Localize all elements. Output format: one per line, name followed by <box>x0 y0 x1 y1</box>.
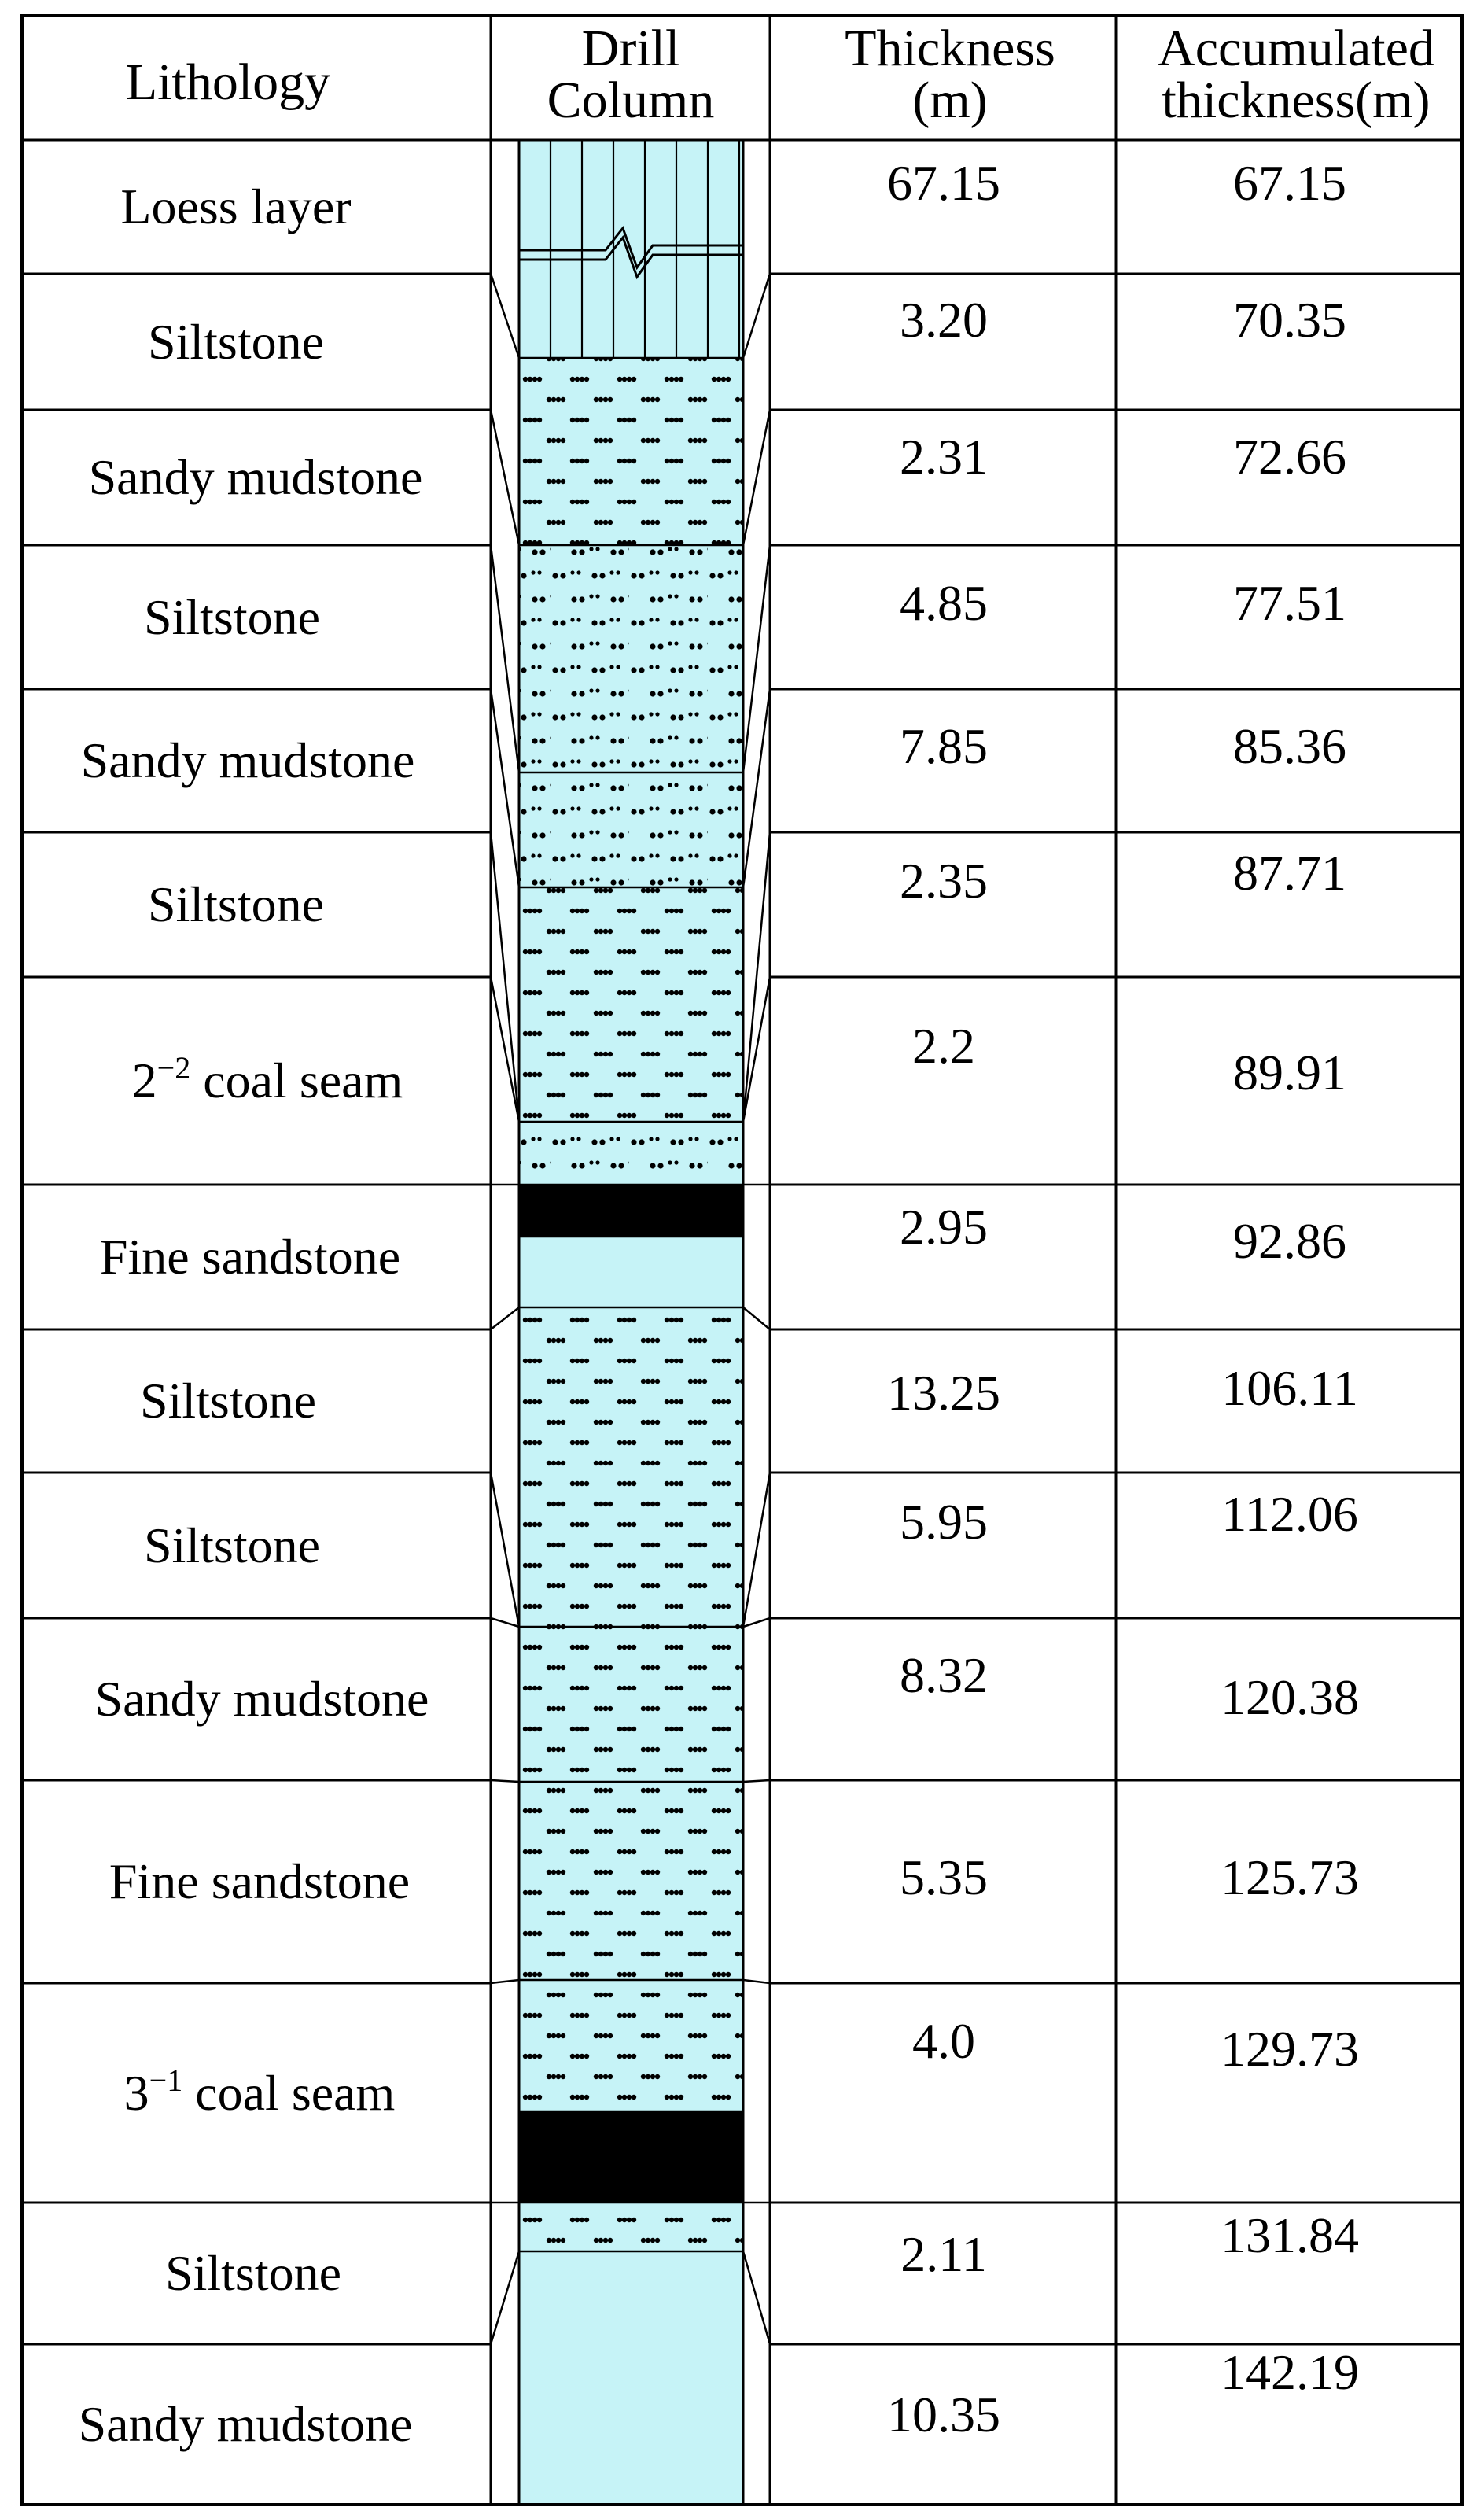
thickness-value: 4.0 <box>912 2012 975 2069</box>
column-segment-dash <box>519 1307 743 1627</box>
table-border <box>20 14 1464 2506</box>
loess-break-symbol <box>519 225 743 271</box>
column-segment-dash <box>519 2203 743 2251</box>
column-segment-silt <box>519 545 743 772</box>
lithology-label: Sandy mudstone <box>94 1671 429 1727</box>
thickness-value: 2.11 <box>900 2226 987 2282</box>
thickness-value: 5.35 <box>900 1849 988 1905</box>
thickness-value: 3.20 <box>900 291 988 348</box>
thickness-value: 2.31 <box>900 429 988 485</box>
thickness-value: 2.35 <box>900 853 988 909</box>
column-segment-dash <box>519 1980 743 2111</box>
lithology-label: Siltstone <box>143 1517 321 1573</box>
header-drill-column: Drill Column <box>547 20 715 129</box>
thickness-value: 10.35 <box>887 2387 1000 2442</box>
thickness-value: 5.95 <box>900 1493 988 1550</box>
lithology-label: Sandy mudstone <box>78 2396 413 2452</box>
accumulated-thickness-value: 106.11 <box>1221 1360 1358 1416</box>
accumulated-thickness-value: 120.38 <box>1221 1669 1359 1725</box>
thickness-value: 7.85 <box>900 718 988 774</box>
header-lithology: Lithology <box>125 53 331 111</box>
thickness-value: 2.95 <box>900 1199 988 1255</box>
lithology-label: Siltstone <box>147 876 325 932</box>
lithology-label: Fine sandstone <box>99 1229 401 1285</box>
thickness-value: 67.15 <box>887 155 1000 211</box>
column-segment-silt <box>519 1122 743 1185</box>
thickness-value: 4.85 <box>900 574 988 631</box>
lithology-label: Sandy mudstone <box>80 732 415 788</box>
lithology-label: Siltstone <box>164 2245 342 2301</box>
accumulated-thickness-value: 125.73 <box>1221 1849 1359 1905</box>
accumulated-thickness-value: 70.35 <box>1233 291 1346 348</box>
accumulated-thickness-value: 131.84 <box>1221 2207 1359 2263</box>
coal-seam-2-2 <box>519 1185 743 1237</box>
column-segment-dash <box>519 1627 743 1782</box>
accumulated-thickness-value: 67.15 <box>1233 155 1346 211</box>
column-segment-dash <box>519 1782 743 1980</box>
header-accumulated-thickness: Accumulated thickness(m) <box>1158 20 1434 129</box>
accumulated-thickness-value: 77.51 <box>1233 574 1346 631</box>
header-thickness: Thickness (m) <box>845 20 1055 129</box>
lithology-label: Fine sandstone <box>109 1853 411 1909</box>
lithology-label: Loess layer <box>120 179 352 234</box>
thickness-value: 2.2 <box>912 1018 975 1074</box>
accumulated-thickness-value: 112.06 <box>1221 1485 1358 1542</box>
column-segment-dash <box>519 887 743 1122</box>
accumulated-thickness-value: 89.91 <box>1233 1045 1346 1100</box>
coal-seam-3-1 <box>519 2111 743 2203</box>
thickness-value: 13.25 <box>887 1365 1000 1421</box>
accumulated-thickness-value: 92.86 <box>1233 1213 1346 1269</box>
accumulated-thickness-value: 72.66 <box>1233 429 1346 485</box>
thickness-value: 8.32 <box>900 1647 988 1703</box>
lithology-label: Siltstone <box>139 1373 317 1429</box>
lithology-label: Siltstone <box>143 588 321 645</box>
column-segment-silt <box>519 772 743 887</box>
accumulated-thickness-value: 142.19 <box>1221 2344 1359 2400</box>
lithology-label: 3−1 coal seam <box>123 2062 396 2121</box>
column-segment-dash <box>519 358 743 545</box>
accumulated-thickness-value: 85.36 <box>1233 718 1346 774</box>
lithology-label: Siltstone <box>147 313 325 370</box>
lithology-label: 2−2 coal seam <box>131 1050 403 1108</box>
lithology-label: Sandy mudstone <box>88 449 423 505</box>
accumulated-thickness-value: 129.73 <box>1221 2020 1359 2077</box>
accumulated-thickness-value: 87.71 <box>1233 845 1346 901</box>
